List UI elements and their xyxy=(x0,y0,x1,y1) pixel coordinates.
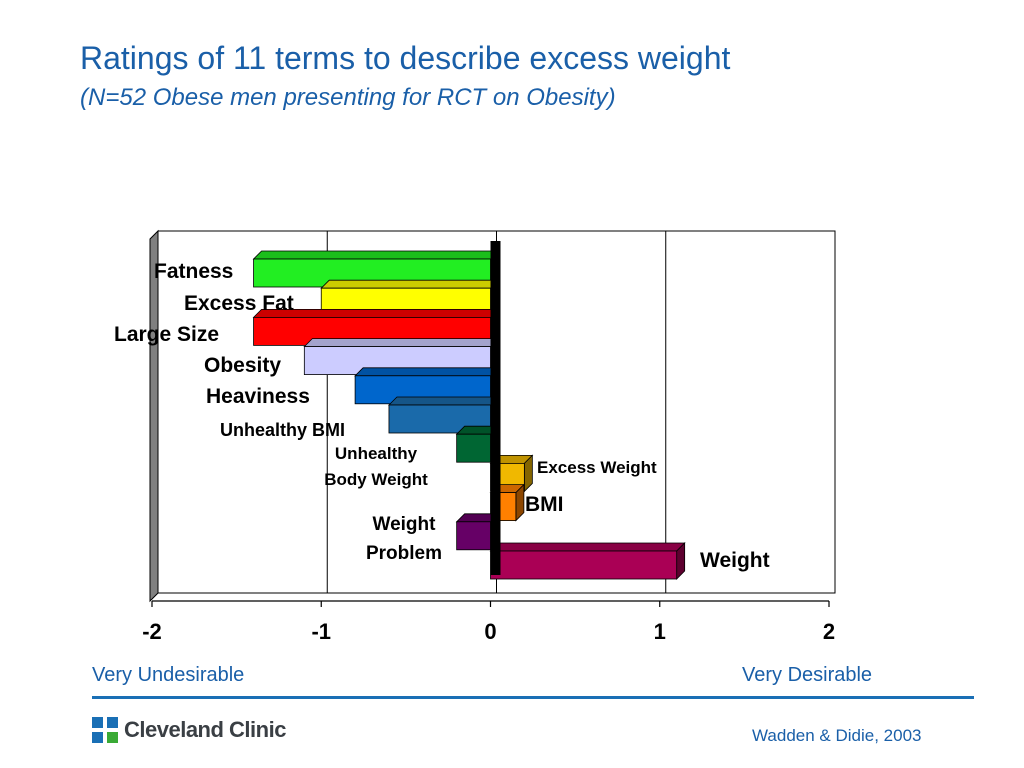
cleveland-clinic-logo: Cleveland Clinic xyxy=(92,714,286,746)
category-label: BMI xyxy=(525,493,564,516)
category-label: Large Size xyxy=(114,323,219,346)
bar xyxy=(456,521,491,551)
bar-top-face xyxy=(354,367,500,377)
logo-text: Cleveland Clinic xyxy=(124,717,286,742)
category-label: Weight xyxy=(373,514,437,535)
x-tick-label: -1 xyxy=(311,619,331,644)
bar-top-face xyxy=(252,250,500,260)
category-label: Obesity xyxy=(204,354,281,377)
slide-subtitle: (N=52 Obese men presenting for RCT on Ob… xyxy=(80,84,616,111)
plot-side-wall xyxy=(149,229,159,603)
slide-title: Ratings of 11 terms to describe excess w… xyxy=(80,40,731,76)
scale-right-label: Very Desirable xyxy=(742,664,873,686)
x-tick-label: -2 xyxy=(142,619,162,644)
category-label: Unhealthy BMI xyxy=(220,420,345,440)
cleveland-clinic-cross-icon xyxy=(92,717,118,743)
category-label: Fatness xyxy=(154,260,233,283)
bar-top-face xyxy=(387,396,500,406)
x-tick-label: 0 xyxy=(484,619,496,644)
bar xyxy=(490,550,678,580)
bar-top-face xyxy=(320,279,500,289)
bar xyxy=(456,433,491,463)
category-label: Weight xyxy=(700,549,770,572)
x-tick-label: 1 xyxy=(654,619,666,644)
bar-top-face xyxy=(303,338,500,348)
bar-top-face xyxy=(489,542,686,552)
scale-left-label: Very Undesirable xyxy=(92,664,245,686)
x-tick-label: 2 xyxy=(823,619,835,644)
category-label: Excess Fat xyxy=(184,292,294,315)
category-label: Problem xyxy=(366,543,442,564)
citation: Wadden & Didie, 2003 xyxy=(752,726,922,745)
footer-divider xyxy=(92,696,974,699)
zero-axis-bar xyxy=(490,241,501,575)
category-label: Unhealthy xyxy=(335,444,418,463)
category-label: Heaviness xyxy=(206,385,310,408)
category-label: Body Weight xyxy=(324,470,428,489)
category-label: Excess Weight xyxy=(537,458,657,477)
bar-chart: -2 -1 0 1 2 Fatness Excess Fat Large Size Obesit… xyxy=(114,229,836,644)
